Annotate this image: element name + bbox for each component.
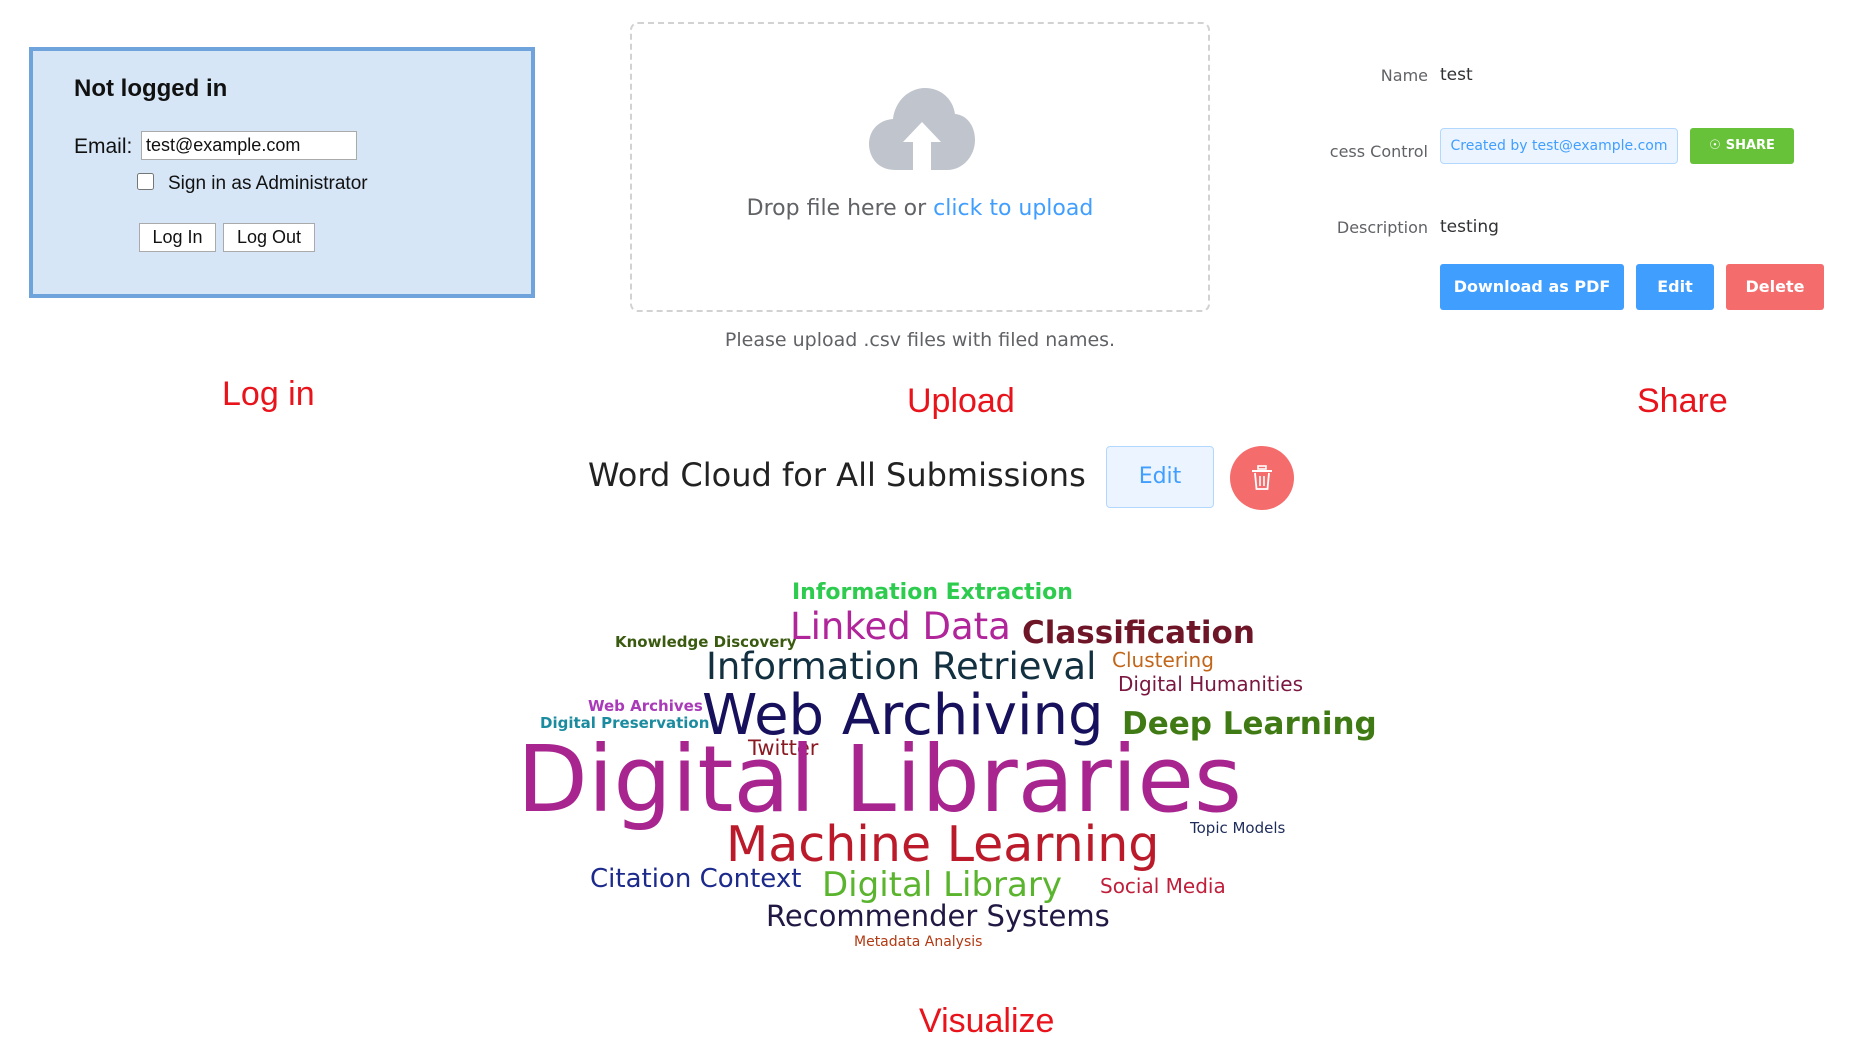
email-label: Email: xyxy=(74,135,133,158)
word: Deep Learning xyxy=(1122,706,1377,742)
word: Web Archiving xyxy=(702,683,1104,748)
wordcloud-title: Word Cloud for All Submissions xyxy=(588,456,1086,494)
word: Web Archives xyxy=(588,697,703,715)
word: Social Media xyxy=(1100,874,1226,898)
drop-text: Drop file here or click to upload xyxy=(632,196,1208,221)
login-button[interactable]: Log In xyxy=(139,223,216,252)
word: Information Retrieval xyxy=(706,645,1097,688)
trash-icon xyxy=(1252,465,1272,490)
name-value: test xyxy=(1440,65,1473,85)
admin-checkbox[interactable] xyxy=(137,173,154,190)
login-panel: Not logged in Email: Sign in as Administ… xyxy=(29,47,535,298)
access-control-label: cess Control xyxy=(1329,142,1428,161)
word: Digital Humanities xyxy=(1118,672,1304,696)
drop-instruction: Drop file here or xyxy=(746,196,927,221)
word: Recommender Systems xyxy=(766,899,1110,933)
logout-button[interactable]: Log Out xyxy=(223,223,315,252)
access-control-tag: Created by test@example.com xyxy=(1440,128,1678,164)
wordcloud-delete-button[interactable] xyxy=(1230,446,1294,510)
word: Knowledge Discovery xyxy=(615,633,797,651)
delete-button[interactable]: Delete xyxy=(1726,264,1824,310)
upload-cloud-icon xyxy=(869,88,975,170)
wordcloud-edit-button[interactable]: Edit xyxy=(1106,446,1214,508)
word: Digital Libraries xyxy=(517,726,1242,833)
share-button[interactable]: ☉ SHARE xyxy=(1690,128,1794,164)
word: Metadata Analysis xyxy=(854,934,983,950)
admin-checkbox-label: Sign in as Administrator xyxy=(168,173,368,194)
caption-upload: Upload xyxy=(907,382,1015,420)
caption-visualize: Visualize xyxy=(919,1002,1055,1040)
name-label: Name xyxy=(1380,66,1428,85)
login-status-title: Not logged in xyxy=(74,75,228,102)
email-field[interactable] xyxy=(141,131,357,160)
word: Citation Context xyxy=(590,864,802,894)
word: Clustering xyxy=(1112,648,1214,672)
upload-dropzone[interactable]: Drop file here or click to upload xyxy=(630,22,1210,312)
word: Linked Data xyxy=(790,605,1011,648)
click-to-upload-link[interactable]: click to upload xyxy=(933,196,1094,221)
word: Twitter xyxy=(748,736,819,760)
word: Digital Preservation xyxy=(540,714,710,732)
word: Information Extraction xyxy=(792,580,1073,605)
download-pdf-button[interactable]: Download as PDF xyxy=(1440,264,1624,310)
caption-login: Log in xyxy=(222,375,315,413)
upload-tip: Please upload .csv files with filed name… xyxy=(724,329,1116,351)
caption-share: Share xyxy=(1637,382,1728,420)
word: Digital Library xyxy=(822,865,1062,905)
share-button-label: SHARE xyxy=(1725,138,1775,153)
word: Classification xyxy=(1022,615,1255,651)
word: Machine Learning xyxy=(726,816,1160,873)
description-value: testing xyxy=(1440,217,1499,237)
edit-button[interactable]: Edit xyxy=(1636,264,1714,310)
word: Topic Models xyxy=(1190,819,1286,837)
eye-icon: ☉ xyxy=(1709,138,1721,153)
description-label: Description xyxy=(1336,218,1428,237)
